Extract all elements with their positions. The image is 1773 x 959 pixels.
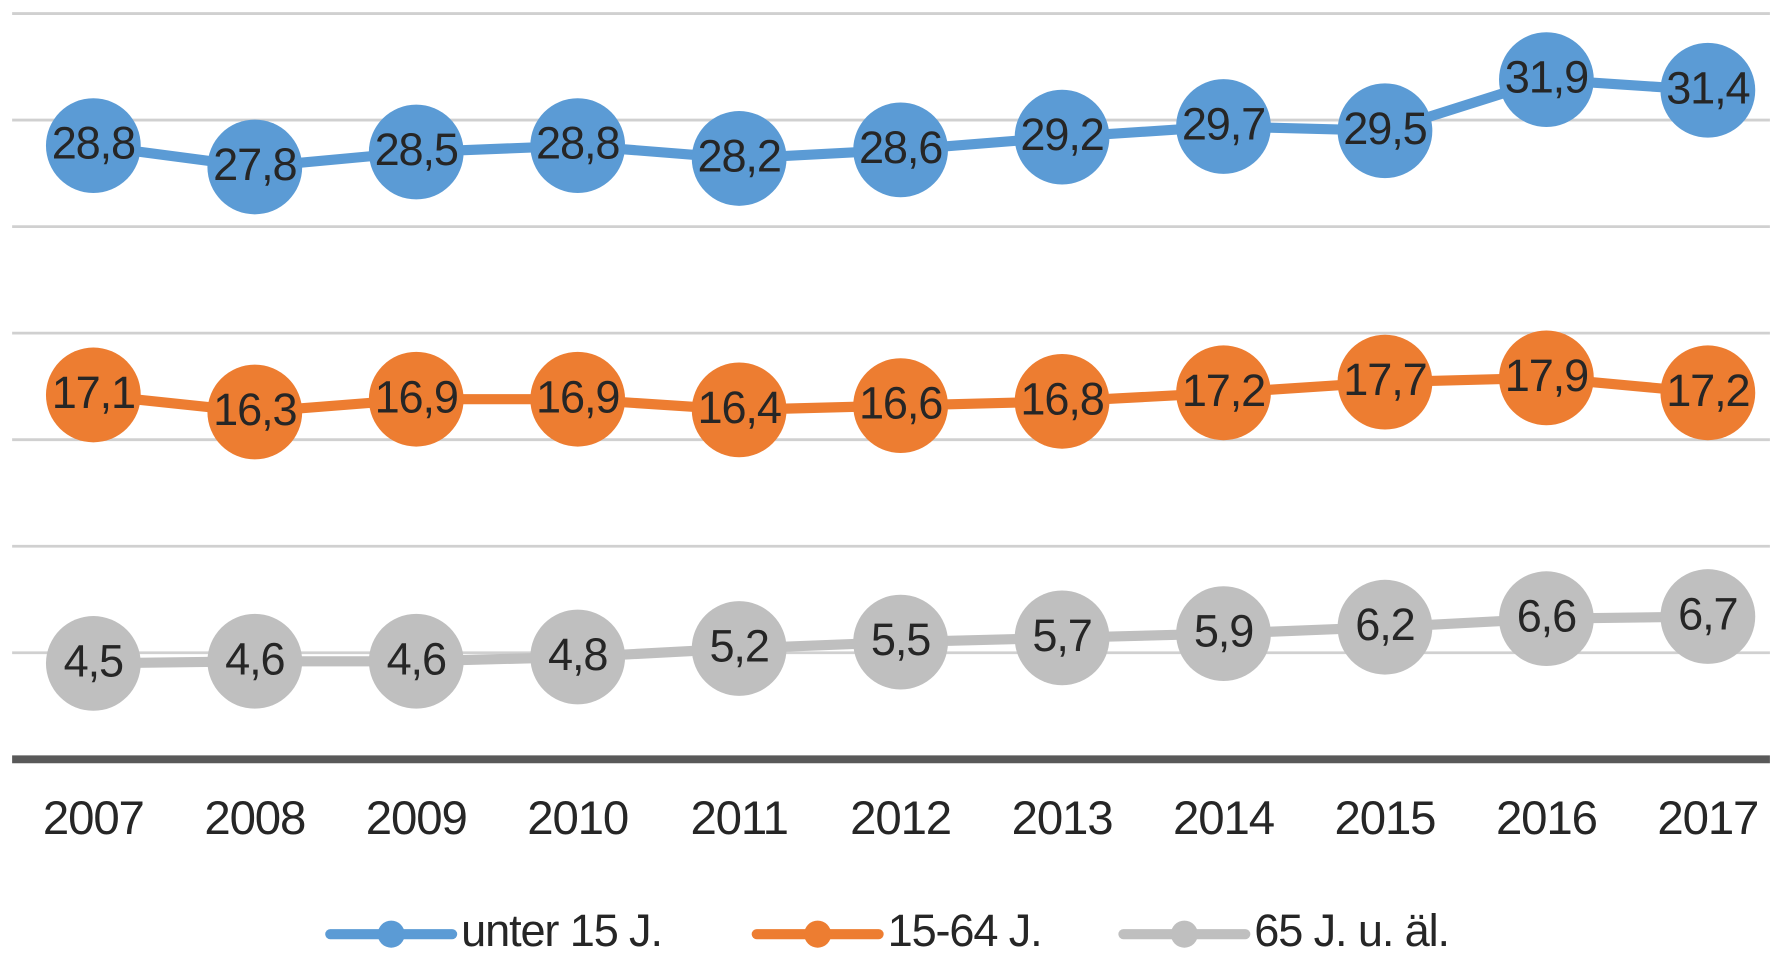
data-label: 6,6 (1517, 591, 1576, 642)
point-marker (1499, 571, 1594, 667)
data-label: 17,1 (52, 367, 135, 418)
point-marker (530, 98, 626, 194)
data-label: 16,9 (375, 371, 458, 422)
point-marker (1014, 89, 1110, 185)
x-tick-label: 2009 (366, 792, 467, 845)
x-tick-label: 2015 (1335, 792, 1436, 845)
point-marker (1176, 79, 1271, 174)
data-label: 4,6 (387, 633, 446, 684)
point-marker (207, 613, 303, 709)
point-marker (691, 362, 787, 458)
data-label: 27,8 (213, 139, 296, 190)
data-label: 31,9 (1505, 52, 1588, 103)
x-tick-label: 2014 (1173, 792, 1274, 845)
data-label: 6,7 (1678, 589, 1737, 640)
data-label: 16,6 (859, 378, 942, 429)
point-marker (368, 613, 464, 709)
point-marker (853, 358, 948, 453)
data-label: 31,4 (1666, 62, 1749, 113)
data-label: 17,2 (1182, 365, 1265, 416)
point-marker (1660, 345, 1756, 441)
point-marker (207, 364, 303, 460)
point-marker (1499, 330, 1594, 426)
point-marker (853, 102, 948, 198)
x-tick-label: 2007 (43, 792, 144, 845)
legend-label: 15-64 J. (888, 905, 1042, 956)
data-label: 4,8 (548, 629, 607, 680)
legend-label: unter 15 J. (461, 905, 662, 956)
x-tick-label: 2011 (690, 792, 787, 845)
x-tick-label: 2012 (850, 792, 951, 845)
point-marker (1176, 586, 1271, 681)
point-marker (691, 601, 787, 696)
point-marker (207, 119, 303, 215)
point-marker (1660, 569, 1756, 664)
x-tick-label: 2016 (1496, 792, 1597, 845)
data-label: 16,4 (698, 382, 781, 433)
data-label: 5,7 (1032, 610, 1091, 661)
data-label: 5,5 (871, 614, 930, 665)
data-label: 16,9 (536, 371, 619, 422)
point-marker (45, 616, 141, 711)
data-label: 29,5 (1343, 103, 1426, 154)
point-marker (1014, 353, 1110, 449)
data-label: 17,9 (1505, 350, 1588, 401)
data-label: 28,2 (698, 130, 781, 181)
data-label: 28,8 (52, 118, 135, 169)
data-label: 29,7 (1182, 99, 1265, 150)
point-marker (1337, 334, 1433, 430)
point-marker (368, 104, 464, 200)
point-marker (1014, 590, 1110, 686)
point-marker (368, 351, 464, 447)
x-tick-label: 2010 (527, 792, 628, 845)
point-marker (1499, 32, 1594, 127)
legend-item: unter 15 J. (325, 905, 663, 956)
point-marker (1660, 42, 1756, 138)
data-label: 5,2 (709, 621, 768, 672)
x-tick-label: 2008 (204, 792, 305, 845)
legend-marker (804, 920, 832, 948)
point-marker (1337, 579, 1433, 675)
data-label: 17,7 (1343, 354, 1426, 405)
point-marker (691, 111, 787, 206)
data-label: 28,8 (536, 118, 619, 169)
data-label: 4,6 (225, 633, 284, 684)
data-label: 16,8 (1020, 373, 1103, 424)
data-label: 17,2 (1666, 365, 1749, 416)
data-label: 28,6 (859, 122, 942, 173)
x-tick-label: 2017 (1657, 792, 1758, 845)
legend-item: 65 J. u. äl. (1118, 905, 1450, 956)
point-marker (45, 98, 141, 194)
point-marker (1337, 83, 1433, 179)
legend-label: 65 J. u. äl. (1254, 905, 1449, 956)
legend-marker (377, 920, 405, 948)
point-marker (853, 594, 948, 690)
data-label: 6,2 (1355, 599, 1414, 650)
point-marker (45, 347, 141, 443)
data-label: 16,3 (213, 384, 296, 435)
point-marker (530, 351, 626, 447)
point-marker (530, 609, 626, 705)
legend-item: 15-64 J. (751, 905, 1043, 956)
data-label: 29,2 (1020, 109, 1103, 160)
legend-marker (1170, 920, 1198, 948)
data-label: 28,5 (375, 124, 458, 175)
point-marker (1176, 345, 1271, 441)
x-tick-label: 2013 (1012, 792, 1113, 845)
data-label: 4,5 (64, 635, 123, 686)
data-label: 5,9 (1194, 606, 1253, 657)
